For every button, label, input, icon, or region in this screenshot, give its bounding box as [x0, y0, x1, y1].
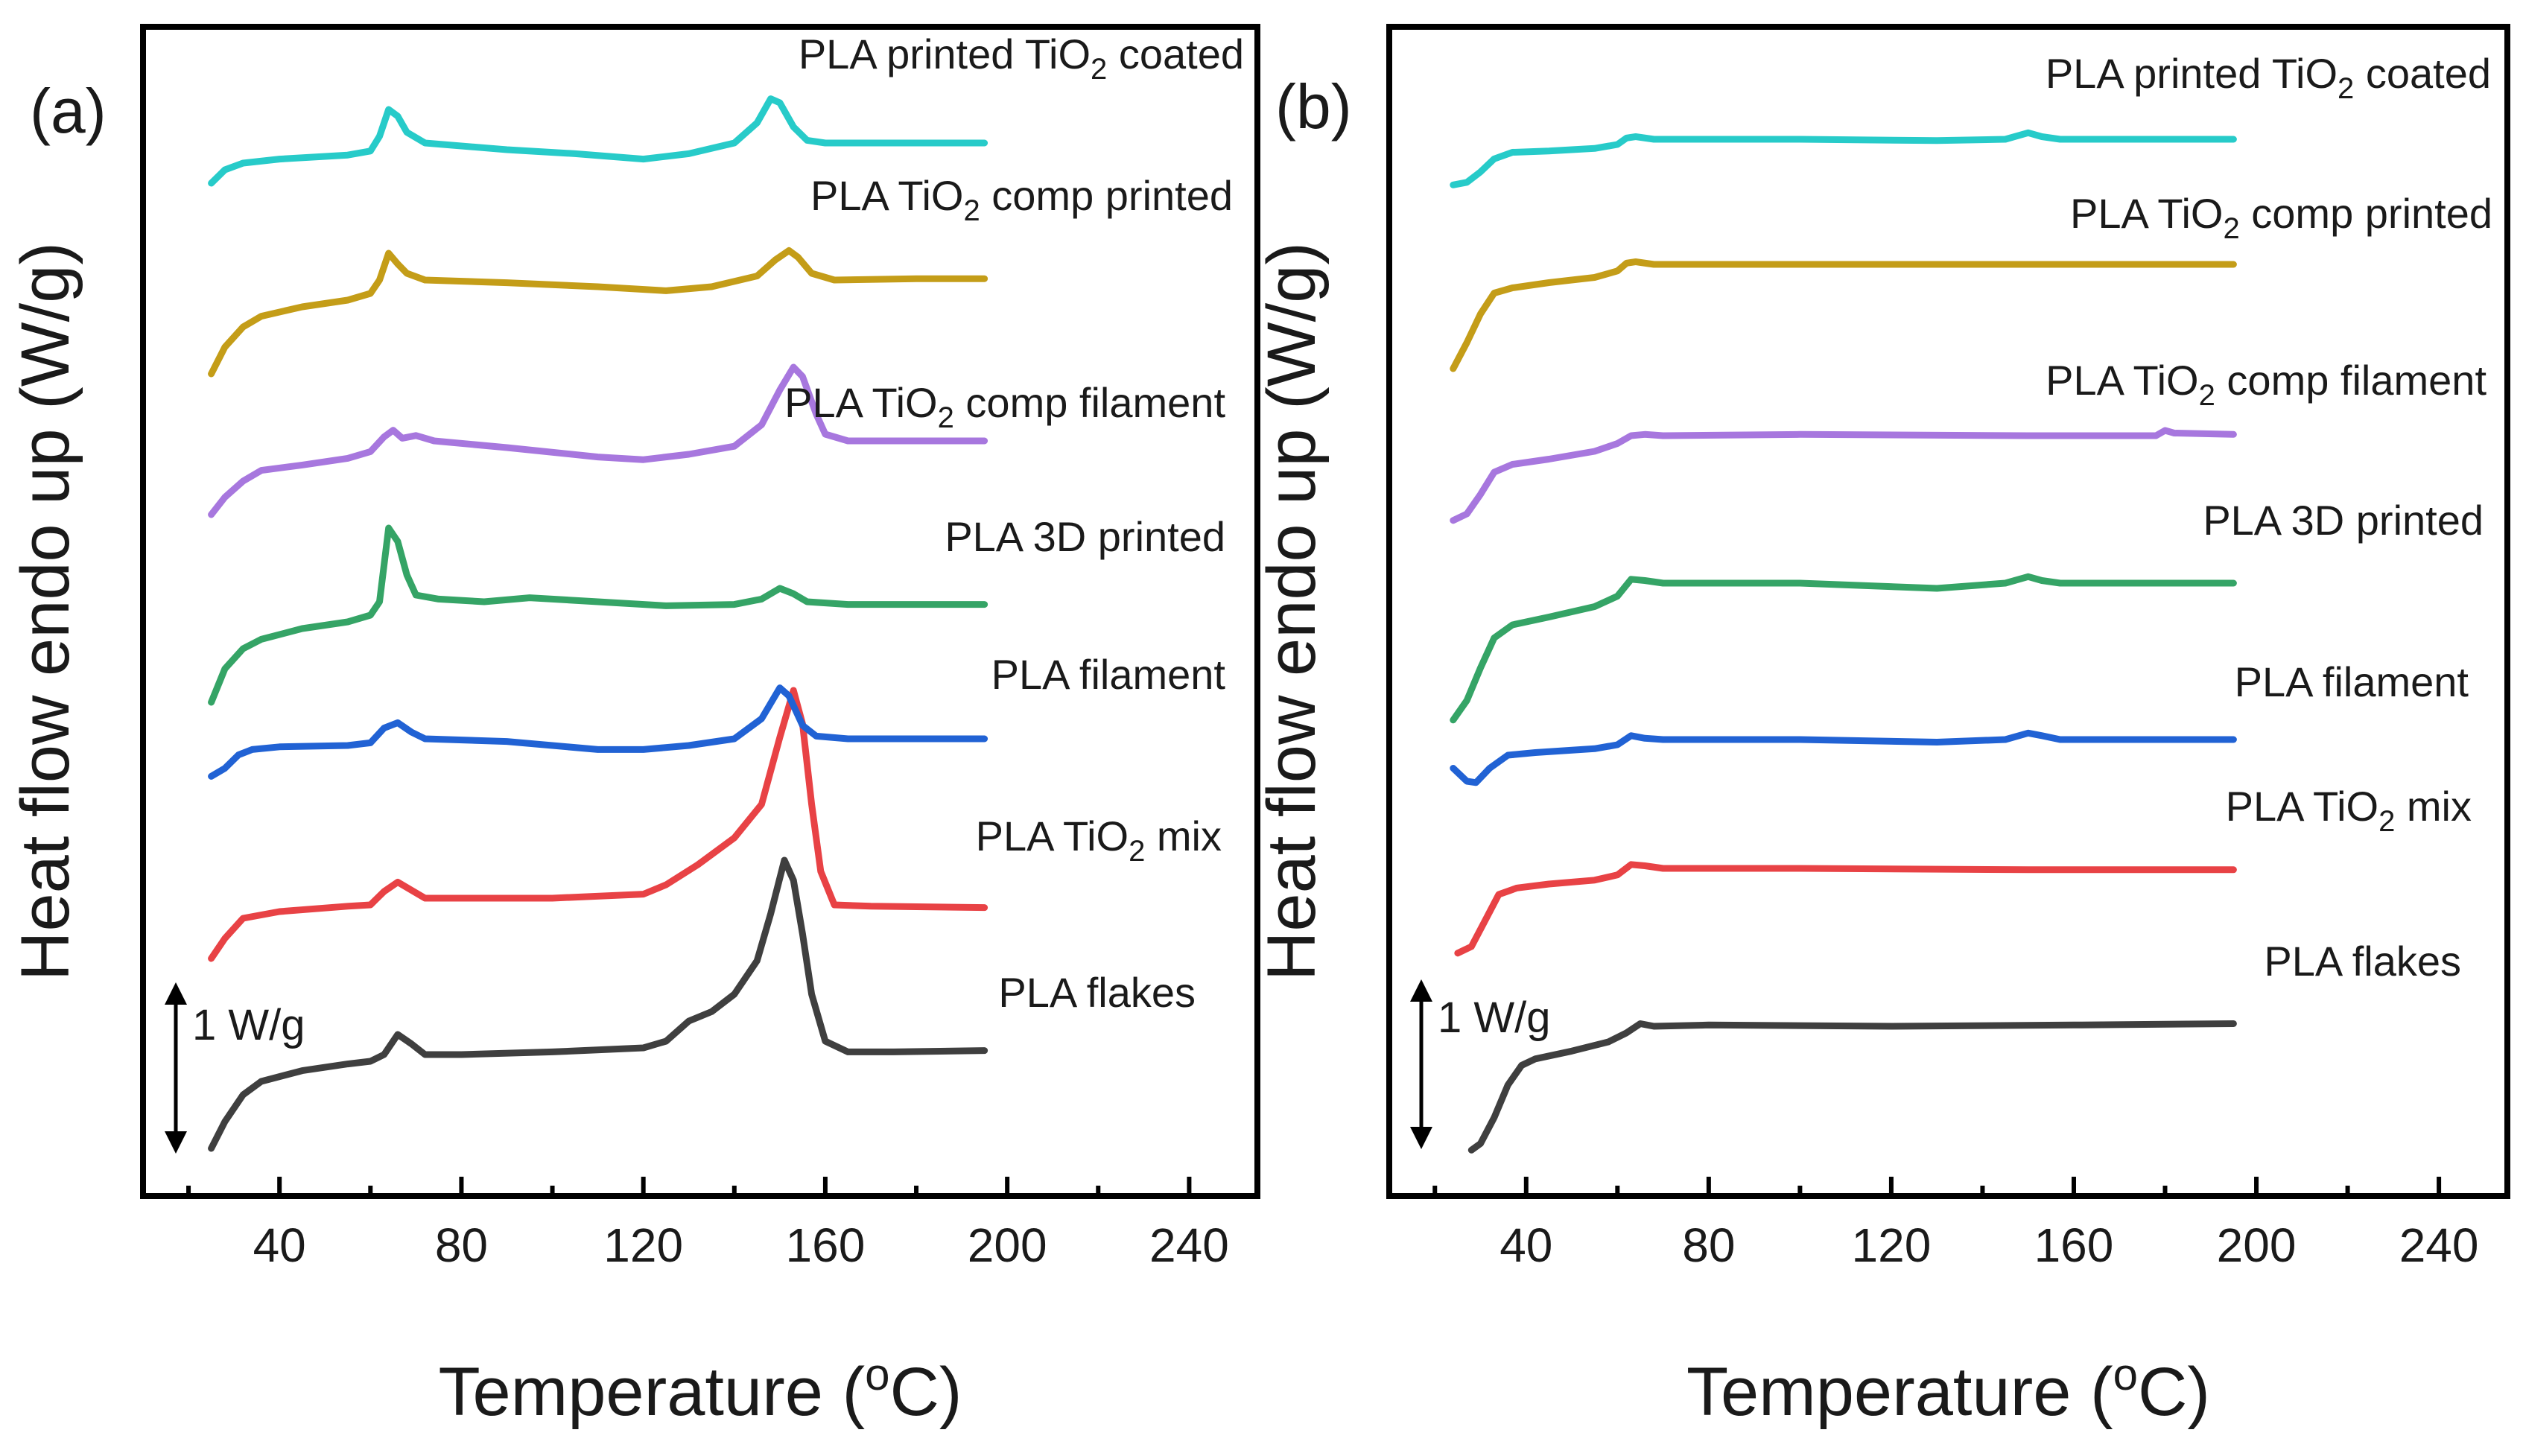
y-axis-title: Heat flow endo up (W/g) [7, 242, 83, 981]
x-tick-label: 40 [1499, 1218, 1552, 1272]
dsc-panel-b: 40 80 120 160 200 240 Temperature (oC) Heat flo… [1254, 24, 2510, 1430]
series-line-5 [208, 247, 988, 378]
series-line-5 [1450, 258, 2237, 372]
series-label: PLA TiO2 comp filament [2046, 357, 2486, 412]
series-line-0 [1467, 1020, 2237, 1154]
dsc-panel-a: 40 80 120 160 200 240 Temperature (oC) Heat flo… [7, 24, 1260, 1430]
series-label: PLA flakes [998, 969, 1196, 1016]
series-label: PLA TiO2 comp printed [2070, 190, 2492, 245]
x-tick-label: 200 [2217, 1218, 2297, 1272]
series-line-4 [208, 363, 988, 518]
series-line-2 [1450, 729, 2237, 786]
x-tick-label: 80 [1682, 1218, 1735, 1272]
x-tick-label: 160 [786, 1218, 866, 1272]
scale-bar-label: 1 W/g [192, 1001, 305, 1049]
panel-label: (a) [30, 76, 107, 146]
x-tick-label: 40 [253, 1218, 306, 1272]
series-line-3 [208, 524, 988, 706]
scale-bar-label: 1 W/g [1438, 994, 1551, 1042]
plot-frame [1386, 24, 2510, 1199]
x-tick-label: 120 [603, 1218, 683, 1272]
series-line-1 [1454, 861, 2237, 957]
series-label: PLA 3D printed [2203, 497, 2484, 544]
series-label: PLA TiO2 mix [976, 813, 1222, 868]
x-tick-label: 160 [2034, 1218, 2114, 1272]
series-label: PLA TiO2 mix [2226, 783, 2472, 838]
series-label: PLA 3D printed [945, 513, 1225, 560]
series-label: PLA flakes [2264, 938, 2461, 985]
series-label: PLA filament [2235, 658, 2469, 705]
x-tick-label: 240 [1149, 1218, 1229, 1272]
series-label: PLA printed TiO2 coated [2046, 50, 2491, 105]
x-axis-title: Temperature (oC) [1686, 1349, 2210, 1430]
series-line-6 [1450, 129, 2237, 188]
x-tick-label: 120 [1852, 1218, 1932, 1272]
x-tick-label: 80 [435, 1218, 488, 1272]
series-line-4 [1450, 427, 2237, 524]
series-label: PLA filament [991, 651, 1226, 698]
plot-frame [140, 24, 1260, 1199]
series-line-2 [208, 684, 988, 780]
series-label: PLA printed TiO2 coated [799, 31, 1244, 86]
x-axis-title: Temperature (oC) [438, 1349, 962, 1430]
series-line-6 [208, 95, 988, 187]
panel-label: (b) [1275, 71, 1352, 142]
x-tick-label: 200 [968, 1218, 1047, 1272]
series-label: PLA TiO2 comp printed [810, 172, 1233, 227]
series-label: PLA TiO2 comp filament [784, 379, 1225, 434]
series-line-3 [1450, 573, 2237, 724]
y-axis-title: Heat flow endo up (W/g) [1254, 242, 1330, 981]
x-tick-label: 240 [2399, 1218, 2479, 1272]
series-line-0 [208, 856, 988, 1152]
series-line-1 [208, 687, 988, 962]
